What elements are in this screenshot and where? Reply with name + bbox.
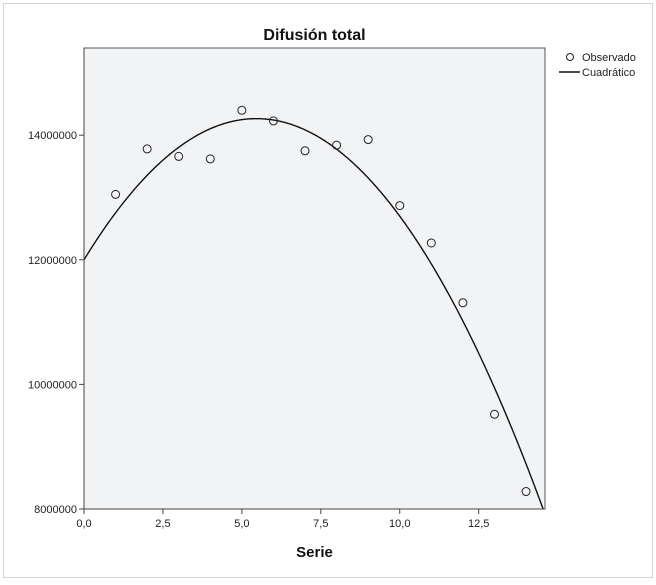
data-point xyxy=(332,140,342,150)
legend: Observado Cuadrático xyxy=(559,52,636,79)
x-tick-label: 12,5 xyxy=(468,518,489,530)
data-point xyxy=(300,146,310,156)
legend-label-cuadratico: Cuadrático xyxy=(582,67,635,79)
chart-svg: 8000000 10000000 12000000 14000000 0,0 2,5 5,0… xyxy=(28,27,636,561)
y-tick-label: 8000000 xyxy=(34,504,77,516)
data-point xyxy=(111,189,121,199)
legend-label-observado: Observado xyxy=(582,52,636,64)
x-tick-label: 10,0 xyxy=(389,518,410,530)
fit-curve-cuadratico xyxy=(84,117,544,509)
y-tick-label: 12000000 xyxy=(28,255,77,267)
x-tick-label: 7,5 xyxy=(313,518,328,530)
data-point xyxy=(142,144,152,154)
data-point xyxy=(489,409,499,419)
legend-marker-observado xyxy=(566,53,574,61)
data-point xyxy=(268,116,278,126)
plot-area xyxy=(83,47,546,510)
data-point xyxy=(205,154,215,164)
data-point xyxy=(363,135,373,145)
chart-frame: 8000000 10000000 12000000 14000000 0,0 2,5 5,0… xyxy=(3,3,653,578)
data-point xyxy=(237,105,247,115)
data-point xyxy=(395,201,405,211)
x-tick-label: 0,0 xyxy=(76,518,91,530)
data-point xyxy=(426,238,436,248)
data-point xyxy=(174,151,184,161)
data-point xyxy=(521,487,531,497)
x-tick-label: 5,0 xyxy=(234,518,249,530)
chart-title: Difusión total xyxy=(263,27,365,44)
data-point xyxy=(458,298,468,308)
x-axis-label: Serie xyxy=(296,544,333,561)
y-tick-label: 14000000 xyxy=(28,130,77,142)
y-tick-label: 10000000 xyxy=(28,379,77,391)
x-tick-label: 2,5 xyxy=(155,518,170,530)
